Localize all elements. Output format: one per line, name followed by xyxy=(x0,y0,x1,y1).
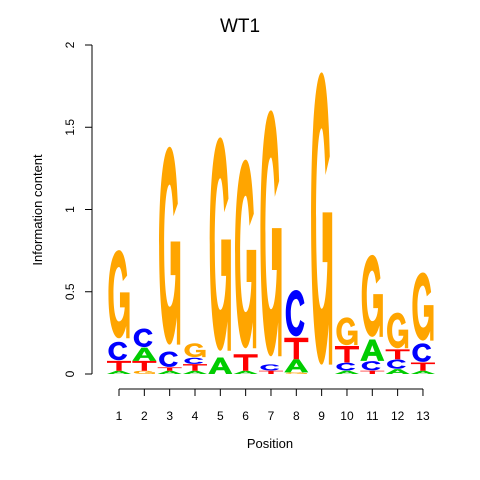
logo-letter-A xyxy=(284,359,309,373)
logo-letter-T xyxy=(182,364,207,371)
x-axis-label: Position xyxy=(247,436,293,451)
logo-letter-C xyxy=(285,289,305,337)
x-tick-label: 9 xyxy=(318,409,325,423)
logo-letter-C xyxy=(361,361,381,371)
logo-letter-G xyxy=(260,110,282,357)
logo-column-7 xyxy=(258,110,283,374)
logo-column-3 xyxy=(157,146,182,374)
x-tick-label: 2 xyxy=(141,409,148,423)
y-tick-label: 2 xyxy=(63,41,77,48)
x-tick-label: 12 xyxy=(391,409,405,423)
logo-letter-T xyxy=(334,346,359,363)
logo-letter-C xyxy=(336,362,356,371)
logo-column-9 xyxy=(311,72,333,365)
logo-column-6 xyxy=(233,159,258,374)
logo-letter-A xyxy=(182,370,207,374)
logo-letter-G xyxy=(133,370,155,374)
logo-letter-G xyxy=(311,72,333,365)
logo-letter-G xyxy=(361,254,383,337)
y-axis-label: Information content xyxy=(30,154,45,266)
x-tick-label: 6 xyxy=(242,409,249,423)
logo-column-13 xyxy=(410,272,435,374)
logo-letter-A xyxy=(107,370,131,374)
logo-letter-G xyxy=(285,372,307,374)
logo-letter-A xyxy=(208,357,233,374)
logo-letter-A xyxy=(233,370,258,374)
y-tick-label: 1 xyxy=(63,206,77,213)
logo-column-4 xyxy=(182,343,207,374)
logo-column-1 xyxy=(107,250,131,374)
logo-column-12 xyxy=(385,312,410,374)
logo-letter-T xyxy=(132,360,157,371)
x-tick-label: 1 xyxy=(116,409,123,423)
logo-letter-A xyxy=(360,339,385,361)
logo-letter-T xyxy=(157,367,182,371)
logo-letter-G xyxy=(336,317,358,346)
x-axis: 1 2 3 4 5 6 7 8 9 10 11 12 13 xyxy=(116,388,430,423)
logo-letter-T xyxy=(258,370,283,374)
logo-column-5 xyxy=(208,137,233,374)
y-tick-label: 0.5 xyxy=(63,283,77,300)
x-tick-label: 7 xyxy=(268,409,275,423)
x-tick-label: 11 xyxy=(366,409,379,423)
x-tick-label: 10 xyxy=(340,409,354,423)
x-tick-label: 3 xyxy=(166,409,173,423)
logo-letter-T xyxy=(360,370,385,374)
y-tick-label: 0 xyxy=(63,370,77,377)
logo-letter-C xyxy=(387,359,406,369)
logo-letter-G xyxy=(209,137,231,351)
logo-letter-T xyxy=(107,360,131,371)
logo-column-2 xyxy=(132,328,157,374)
logo-letters xyxy=(107,72,435,374)
x-tick-label: 8 xyxy=(293,409,300,423)
logo-letter-G xyxy=(184,343,206,358)
logo-letter-G xyxy=(108,250,130,339)
logo-letter-A xyxy=(385,369,410,374)
logo-letter-C xyxy=(260,364,280,371)
y-ticks: 0 0.5 1 1.5 2 xyxy=(63,41,92,377)
logo-letter-T xyxy=(385,349,410,360)
logo-letter-A xyxy=(334,370,359,374)
logo-letter-G xyxy=(159,146,181,345)
logo-letter-G xyxy=(235,159,257,349)
logo-column-8 xyxy=(284,289,309,374)
logo-letter-C xyxy=(133,328,153,348)
logo-letter-C xyxy=(159,351,178,367)
y-axis: 0 0.5 1 1.5 2 xyxy=(63,41,93,377)
x-tick-label: 5 xyxy=(217,409,224,423)
logo-column-10 xyxy=(334,317,359,374)
logo-letter-T xyxy=(233,354,258,371)
logo-letter-A xyxy=(157,370,182,374)
logo-letter-G xyxy=(412,272,434,341)
logo-letter-C xyxy=(412,343,432,362)
y-tick-label: 1.5 xyxy=(63,119,77,136)
chart-title: WT1 xyxy=(220,16,260,37)
logo-letter-A xyxy=(132,347,157,361)
logo-column-11 xyxy=(360,254,385,374)
logo-letter-T xyxy=(410,362,435,371)
x-tick-label: 4 xyxy=(192,409,199,423)
logo-letter-T xyxy=(284,337,309,360)
logo-letter-A xyxy=(410,370,435,374)
x-tick-label: 13 xyxy=(416,409,430,423)
logo-letter-G xyxy=(387,312,409,349)
x-ticks: 1 2 3 4 5 6 7 8 9 10 11 12 13 xyxy=(116,389,430,423)
logo-letter-C xyxy=(184,357,204,364)
logo-letter-C xyxy=(108,341,128,361)
